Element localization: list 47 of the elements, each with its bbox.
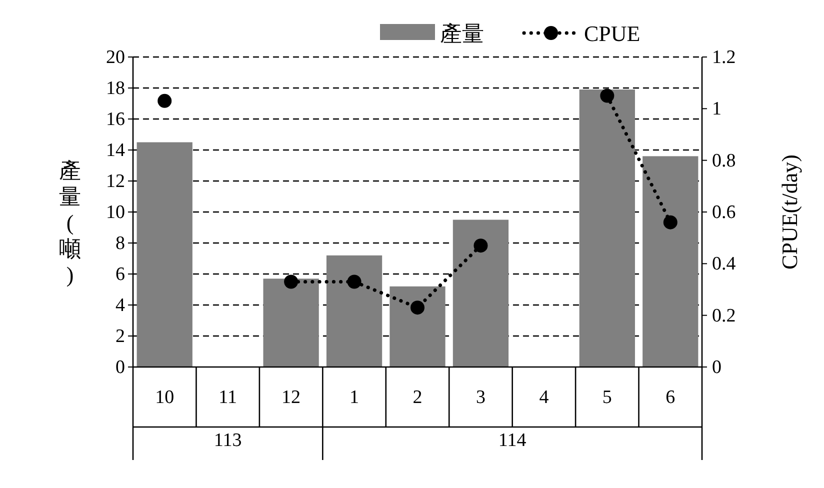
y2-tick-label: 0.2 bbox=[712, 305, 736, 326]
legend-label: CPUE bbox=[584, 21, 640, 46]
y-tick-label: 10 bbox=[106, 202, 125, 223]
bar bbox=[390, 286, 446, 367]
y-tick-label: 20 bbox=[106, 47, 125, 68]
point bbox=[474, 238, 488, 253]
x-tick-label: 3 bbox=[476, 387, 486, 408]
y2-tick-label: 0.4 bbox=[712, 254, 736, 275]
point bbox=[347, 274, 362, 289]
y-tick-label: 16 bbox=[106, 109, 125, 130]
y-tick-label: 4 bbox=[116, 295, 126, 316]
x-tick-label: 6 bbox=[666, 387, 676, 408]
y-tick-label: 0 bbox=[116, 357, 125, 378]
y2-tick-label: 1.2 bbox=[712, 47, 736, 68]
point bbox=[410, 300, 424, 315]
x-tick-label: 5 bbox=[602, 387, 612, 408]
y2-tick-label: 0 bbox=[712, 357, 722, 378]
legend-label: 產量 bbox=[440, 21, 484, 46]
y2-tick-label: 0.8 bbox=[712, 150, 736, 172]
y-tick-label: 8 bbox=[116, 233, 125, 254]
bar bbox=[452, 220, 509, 367]
x-tick-label: 11 bbox=[218, 387, 237, 408]
point bbox=[663, 215, 678, 230]
y-axis-title: 產量(噸) bbox=[59, 158, 81, 287]
bar bbox=[136, 142, 192, 367]
point bbox=[600, 88, 614, 103]
bar bbox=[579, 90, 635, 367]
x-tick-label: 10 bbox=[155, 387, 174, 408]
bar bbox=[326, 255, 382, 367]
y-tick-label: 12 bbox=[106, 171, 125, 192]
point bbox=[158, 94, 172, 108]
bar bbox=[642, 156, 698, 367]
y-tick-label: 18 bbox=[106, 78, 125, 99]
y2-tick-label: 1 bbox=[712, 98, 722, 120]
text: 114 bbox=[498, 430, 527, 451]
y2-axis-title: CPUE(t/day) bbox=[777, 154, 802, 270]
x-tick-label: 12 bbox=[282, 387, 301, 408]
y-tick-label: 14 bbox=[106, 140, 126, 161]
x-tick-label: 4 bbox=[539, 387, 550, 408]
y-tick-label: 6 bbox=[116, 264, 125, 285]
bar bbox=[263, 278, 319, 367]
point bbox=[284, 274, 298, 289]
text: 113 bbox=[214, 430, 242, 451]
y2-tick-label: 0.6 bbox=[712, 202, 736, 223]
y-tick-label: 2 bbox=[116, 326, 125, 347]
x-tick-label: 2 bbox=[412, 387, 422, 408]
x-tick-label: 1 bbox=[350, 387, 360, 408]
